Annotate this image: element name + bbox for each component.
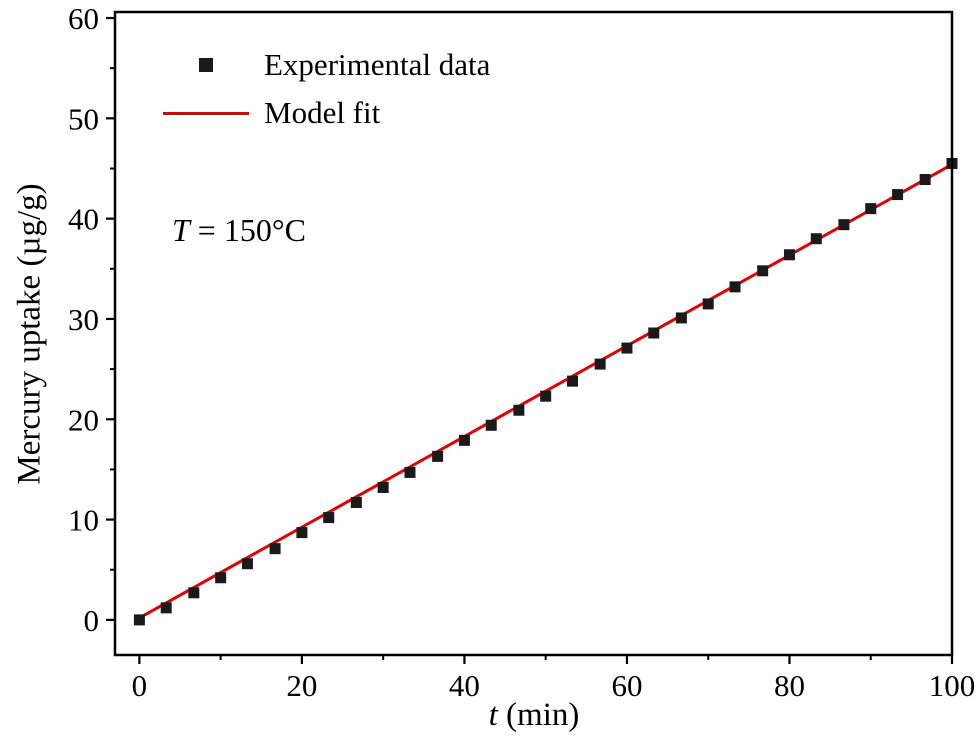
temperature-value: = 150°C: [189, 212, 306, 248]
svg-text:40: 40: [68, 202, 99, 237]
svg-text:50: 50: [68, 101, 99, 136]
svg-text:0: 0: [84, 603, 100, 638]
line-marker-icon: [163, 111, 249, 115]
svg-text:0: 0: [132, 668, 148, 703]
square-marker-icon: [199, 58, 213, 72]
x-axis-title: t (min): [489, 697, 580, 734]
x-axis-variable: t: [488, 697, 498, 733]
svg-text:100: 100: [929, 668, 976, 703]
x-axis-unit: (min): [497, 697, 580, 733]
svg-text:60: 60: [611, 668, 642, 703]
svg-text:80: 80: [774, 668, 805, 703]
legend-label-model-fit: Model fit: [264, 95, 381, 130]
legend-label-experimental: Experimental data: [264, 47, 491, 82]
svg-text:40: 40: [449, 668, 480, 703]
svg-text:60: 60: [68, 1, 99, 36]
legend-item-model-fit: Model fit: [160, 92, 490, 134]
svg-text:30: 30: [68, 302, 99, 337]
legend-item-experimental: Experimental data: [160, 44, 490, 86]
legend-marker-zone: [160, 111, 252, 115]
svg-text:20: 20: [68, 402, 99, 437]
legend-marker-zone: [160, 58, 252, 72]
svg-text:20: 20: [286, 668, 317, 703]
svg-text:10: 10: [68, 503, 99, 538]
temperature-symbol: T: [172, 212, 190, 248]
y-axis-title: Mercury uptake (µg/g): [11, 183, 48, 485]
legend: Experimental data Model fit: [160, 44, 490, 134]
temperature-annotation: T = 150°C: [172, 212, 306, 249]
